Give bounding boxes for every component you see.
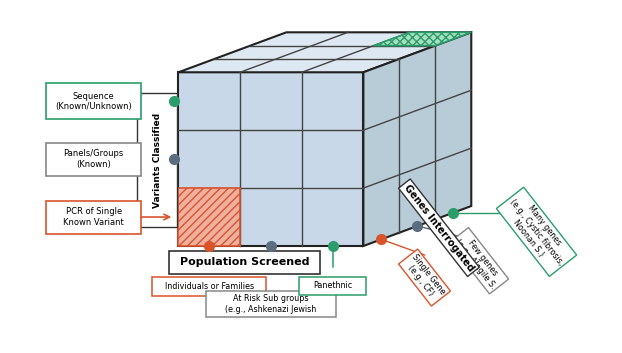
Text: Panels/Groups
(Known): Panels/Groups (Known): [63, 149, 124, 169]
Polygon shape: [374, 32, 471, 46]
Polygon shape: [179, 72, 363, 246]
Text: Sequence
(Known/Unknown): Sequence (Known/Unknown): [55, 91, 132, 111]
Text: At Risk Sub groups
(e.g., Ashkenazi Jewish: At Risk Sub groups (e.g., Ashkenazi Jewi…: [225, 294, 317, 314]
FancyBboxPatch shape: [46, 143, 141, 176]
FancyBboxPatch shape: [207, 291, 336, 317]
Text: Genes Interrogated: Genes Interrogated: [402, 183, 476, 273]
FancyBboxPatch shape: [46, 83, 141, 119]
Polygon shape: [179, 188, 240, 246]
Text: Many genes
(e.g., Cystic fibrosis,
Noonan S.): Many genes (e.g., Cystic fibrosis, Noona…: [499, 191, 573, 273]
Text: Single Gene
(e.g., CF): Single Gene (e.g., CF): [402, 252, 447, 303]
Text: Variants Classified: Variants Classified: [152, 113, 162, 208]
FancyBboxPatch shape: [152, 277, 266, 297]
FancyBboxPatch shape: [169, 251, 320, 274]
Polygon shape: [363, 32, 471, 246]
FancyBboxPatch shape: [46, 201, 141, 234]
FancyBboxPatch shape: [299, 277, 366, 295]
Text: Individuals or Families: Individuals or Families: [165, 282, 254, 291]
Text: PCR of Single
Known Variant: PCR of Single Known Variant: [63, 207, 124, 227]
FancyBboxPatch shape: [137, 93, 177, 227]
Text: Few genes
(e.g., Alagile S.: Few genes (e.g., Alagile S.: [453, 231, 505, 291]
Polygon shape: [179, 32, 471, 72]
Text: Population Screened: Population Screened: [180, 257, 310, 268]
Text: Panethnic: Panethnic: [313, 281, 352, 291]
